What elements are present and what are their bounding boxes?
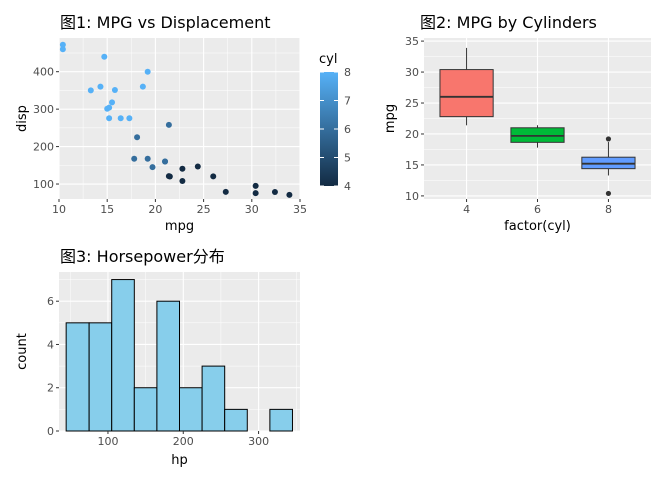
scatter-point <box>165 173 172 180</box>
boxplot-x-tick-label: 4 <box>463 203 470 216</box>
scatter-point <box>109 99 116 106</box>
scatter-x-tick-label: 10 <box>52 203 66 216</box>
histogram-bar <box>133 387 158 432</box>
legend-tick-label: 8 <box>344 66 351 79</box>
scatter-point <box>87 87 94 94</box>
scatter-point <box>165 121 172 128</box>
legend-tick-label: 4 <box>344 180 351 193</box>
histogram-y-tick-label: 0 <box>47 425 54 438</box>
legend-title: cyl <box>319 52 337 67</box>
scatter-point <box>179 178 186 185</box>
histogram-y-label: count <box>15 333 30 370</box>
boxplot-x-label: factor(cyl) <box>504 219 571 234</box>
boxplot-box <box>439 69 494 118</box>
histogram-bar <box>224 408 248 432</box>
histogram-title: 图3: Horsepower分布 <box>60 247 225 266</box>
scatter-point <box>106 115 113 122</box>
scatter-y-label: disp <box>15 105 30 132</box>
scatter-point <box>117 115 124 122</box>
scatter-point <box>286 191 293 198</box>
histogram-bar <box>111 279 135 432</box>
histogram-bar <box>179 387 203 432</box>
histogram-y-tick-label: 6 <box>47 295 54 308</box>
histogram-bar <box>88 322 113 432</box>
histogram-bar <box>201 365 226 432</box>
scatter-y-tick-label: 400 <box>33 66 54 79</box>
scatter-y-tick-label: 100 <box>33 178 54 191</box>
boxplot-y-label: mpg <box>383 104 398 133</box>
scatter-x-tick-label: 20 <box>148 203 162 216</box>
boxplot-chart: 图2: MPG by Cylinders 4 6 8 10 15 20 25 30 35 fa… <box>383 13 651 234</box>
scatter-x-tick-label: 30 <box>245 203 259 216</box>
scatter-x-tick-label: 15 <box>100 203 114 216</box>
histogram-y-tick-label: 2 <box>47 382 54 395</box>
scatter-point <box>149 164 156 171</box>
histogram-bar <box>65 322 90 432</box>
scatter-point <box>162 158 169 165</box>
histogram-x-tick-label: 300 <box>248 435 269 448</box>
boxplot-y-tick-label: 20 <box>405 128 419 141</box>
histogram-x-tick-label: 200 <box>173 435 194 448</box>
scatter-point <box>179 165 186 172</box>
histogram-bar <box>269 408 293 432</box>
color-legend: cyl 4 5 6 7 8 <box>319 52 351 193</box>
legend-tick-label: 6 <box>344 123 351 136</box>
boxplot-outlier <box>605 190 612 197</box>
scatter-point <box>139 83 146 90</box>
boxplot-y-tick-label: 15 <box>405 159 419 172</box>
scatter-point <box>131 155 138 162</box>
scatter-y-tick-label: 200 <box>33 141 54 154</box>
scatter-point <box>210 173 217 180</box>
scatter-x-tick-label: 25 <box>197 203 211 216</box>
scatter-point <box>97 83 104 90</box>
scatter-point <box>222 188 229 195</box>
histogram-x-label: hp <box>171 453 188 468</box>
scatter-point <box>252 190 259 197</box>
scatter-point <box>134 134 141 141</box>
scatter-point <box>111 87 118 94</box>
scatter-y-tick-label: 300 <box>33 103 54 116</box>
histogram-y-tick-label: 4 <box>47 338 54 351</box>
scatter-point <box>59 41 66 48</box>
boxplot-y-tick-label: 30 <box>405 66 419 79</box>
scatter-point <box>126 115 133 122</box>
scatter-chart: 图1: MPG vs Displacement 10 15 20 25 30 35 100… <box>15 13 351 234</box>
boxplot-y-tick-label: 35 <box>405 35 419 48</box>
boxplot-x-tick-label: 8 <box>605 203 612 216</box>
legend-tick-label: 7 <box>344 95 351 108</box>
scatter-point <box>144 68 151 75</box>
scatter-point <box>271 188 278 195</box>
scatter-point <box>59 46 66 53</box>
boxplot-title: 图2: MPG by Cylinders <box>420 13 597 32</box>
boxplot-outlier <box>605 136 612 142</box>
histogram-x-tick-label: 100 <box>97 435 118 448</box>
scatter-point <box>101 53 108 60</box>
scatter-point <box>194 163 201 170</box>
boxplot-x-tick-label: 6 <box>534 203 541 216</box>
histogram-chart: 图3: Horsepower分布 100 200 300 0 2 4 6 hp count <box>15 247 300 468</box>
scatter-point <box>104 105 111 112</box>
scatter-title: 图1: MPG vs Displacement <box>60 13 270 32</box>
boxplot-y-tick-label: 25 <box>405 97 419 110</box>
histogram-bar <box>156 300 180 432</box>
scatter-point <box>252 182 259 189</box>
legend-tick-label: 5 <box>344 152 351 165</box>
scatter-x-label: mpg <box>165 219 194 234</box>
scatter-x-tick-label: 35 <box>293 203 307 216</box>
legend-colorbar <box>320 72 338 186</box>
scatter-point <box>144 155 151 162</box>
boxplot-y-tick-label: 10 <box>405 190 419 203</box>
